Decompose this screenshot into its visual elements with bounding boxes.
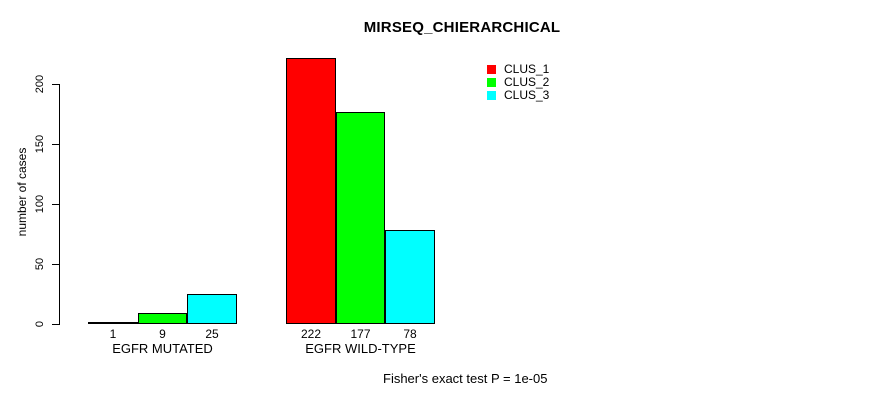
chart-title: MIRSEQ_CHIERARCHICAL [363,19,561,36]
y-axis-tick [52,144,59,145]
annotation-text: Fisher's exact test P = 1e-05 [383,371,548,386]
legend-swatch-icon [487,78,496,87]
y-axis-tick-label: 200 [34,74,46,94]
legend-swatch-icon [487,65,496,74]
bar-value-label: 1 [109,327,117,341]
y-axis-tick-label: 150 [34,134,46,154]
legend-row: CLUS_3 [487,89,549,102]
y-axis-tick-label: 0 [34,320,46,328]
legend-swatch-icon [487,91,496,100]
legend-label: CLUS_3 [504,88,550,102]
y-axis-tick [52,84,59,85]
y-axis-line [59,84,60,325]
category-label: EGFR WILD-TYPE [305,341,416,356]
bar-clus_3 [187,294,237,324]
bar-clus_2 [138,313,187,324]
bar-value-label: 222 [300,327,322,341]
bar-clus_1 [286,58,336,324]
legend: CLUS_1 CLUS_2 CLUS_3 [487,63,549,102]
legend-label: CLUS_2 [504,75,550,89]
bar-value-label: 177 [350,327,371,341]
bar-clus_1 [88,322,138,324]
bar-value-label: 25 [205,327,219,341]
legend-row: CLUS_2 [487,76,549,89]
bar-clus_2 [336,112,385,324]
y-axis-tick-label: 50 [34,257,46,271]
bar-clus_3 [385,230,435,324]
category-label: EGFR MUTATED [112,341,213,356]
legend-label: CLUS_1 [504,62,550,76]
bar-value-label: 9 [159,327,166,341]
y-axis-tick-label: 100 [34,194,46,214]
y-axis-tick [52,264,59,265]
y-axis-tick [52,324,59,325]
y-axis-tick [52,204,59,205]
bar-value-label: 78 [403,327,417,341]
legend-row: CLUS_1 [487,63,549,76]
